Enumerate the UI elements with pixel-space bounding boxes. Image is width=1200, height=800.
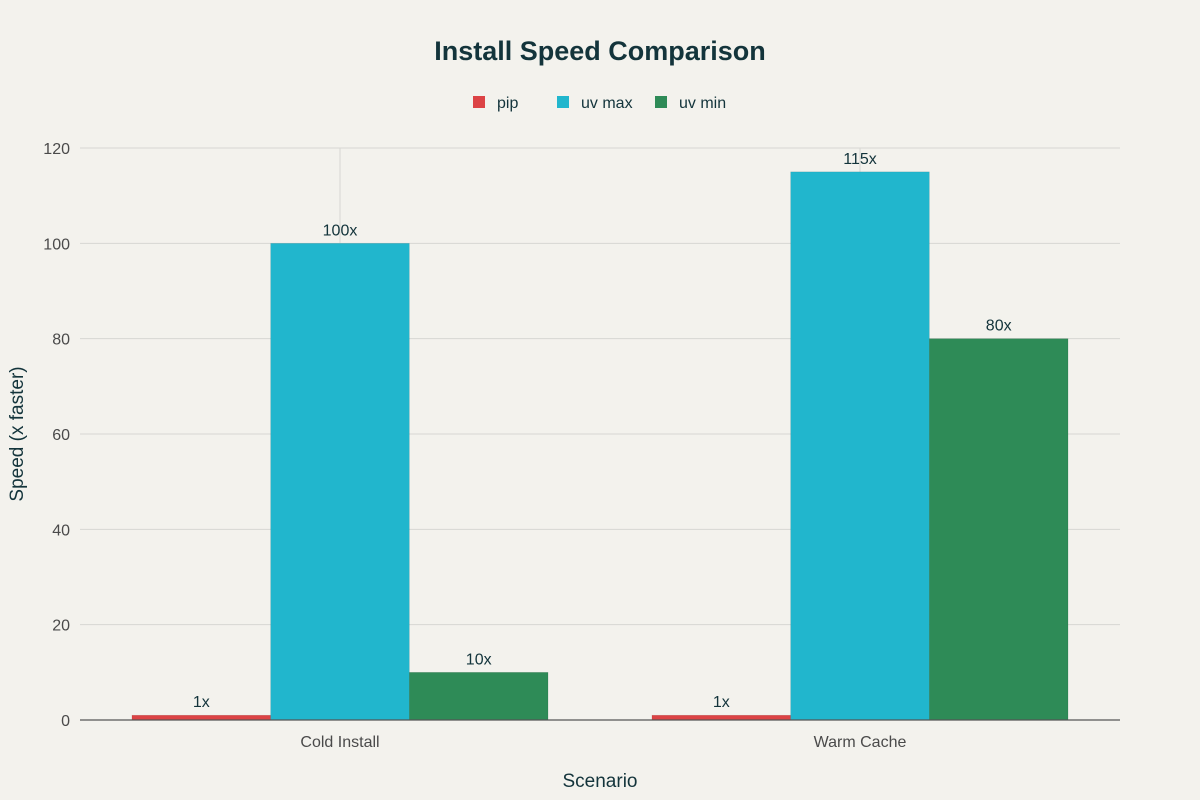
data-label: 115x (843, 151, 877, 168)
y-tick-label: 120 (43, 141, 70, 158)
legend-swatch-pip (473, 96, 485, 108)
bar-uv-min-1 (929, 338, 1069, 721)
chart-title: Install Speed Comparison (434, 36, 766, 66)
bar-uv-min-0 (409, 672, 549, 721)
y-tick-label: 100 (43, 236, 70, 253)
x-axis-label: Scenario (563, 771, 638, 792)
data-label: 10x (466, 651, 492, 668)
y-axis-ticks: 0 20 40 60 80 100 120 (43, 141, 70, 730)
bar-pip-1 (651, 714, 791, 721)
data-label: 80x (986, 318, 1012, 335)
y-tick-label: 20 (52, 618, 70, 635)
bar-pip-0 (131, 714, 271, 721)
legend-swatch-uv-max (557, 96, 569, 108)
legend-label: uv min (679, 95, 726, 112)
data-label: 1x (193, 694, 210, 711)
x-tick-label: Warm Cache (814, 734, 907, 751)
legend: pip uv max uv min (473, 95, 726, 112)
bar-labels: 1x 100x 10x 1x 115x 80x (193, 151, 1012, 711)
y-tick-label: 60 (52, 427, 70, 444)
bars (131, 171, 1069, 721)
data-label: 100x (323, 222, 358, 239)
y-tick-label: 80 (52, 332, 70, 349)
legend-label: uv max (581, 95, 633, 112)
legend-swatch-uv-min (655, 96, 667, 108)
y-tick-label: 40 (52, 522, 70, 539)
data-label: 1x (713, 694, 730, 711)
x-tick-label: Cold Install (300, 734, 379, 751)
y-axis-label: Speed (x faster) (7, 366, 28, 501)
bar-uv-max-0 (270, 243, 410, 721)
y-tick-label: 0 (61, 713, 70, 730)
x-axis-ticks: Cold Install Warm Cache (300, 734, 906, 751)
legend-label: pip (497, 95, 518, 112)
bar-uv-max-1 (790, 171, 930, 721)
